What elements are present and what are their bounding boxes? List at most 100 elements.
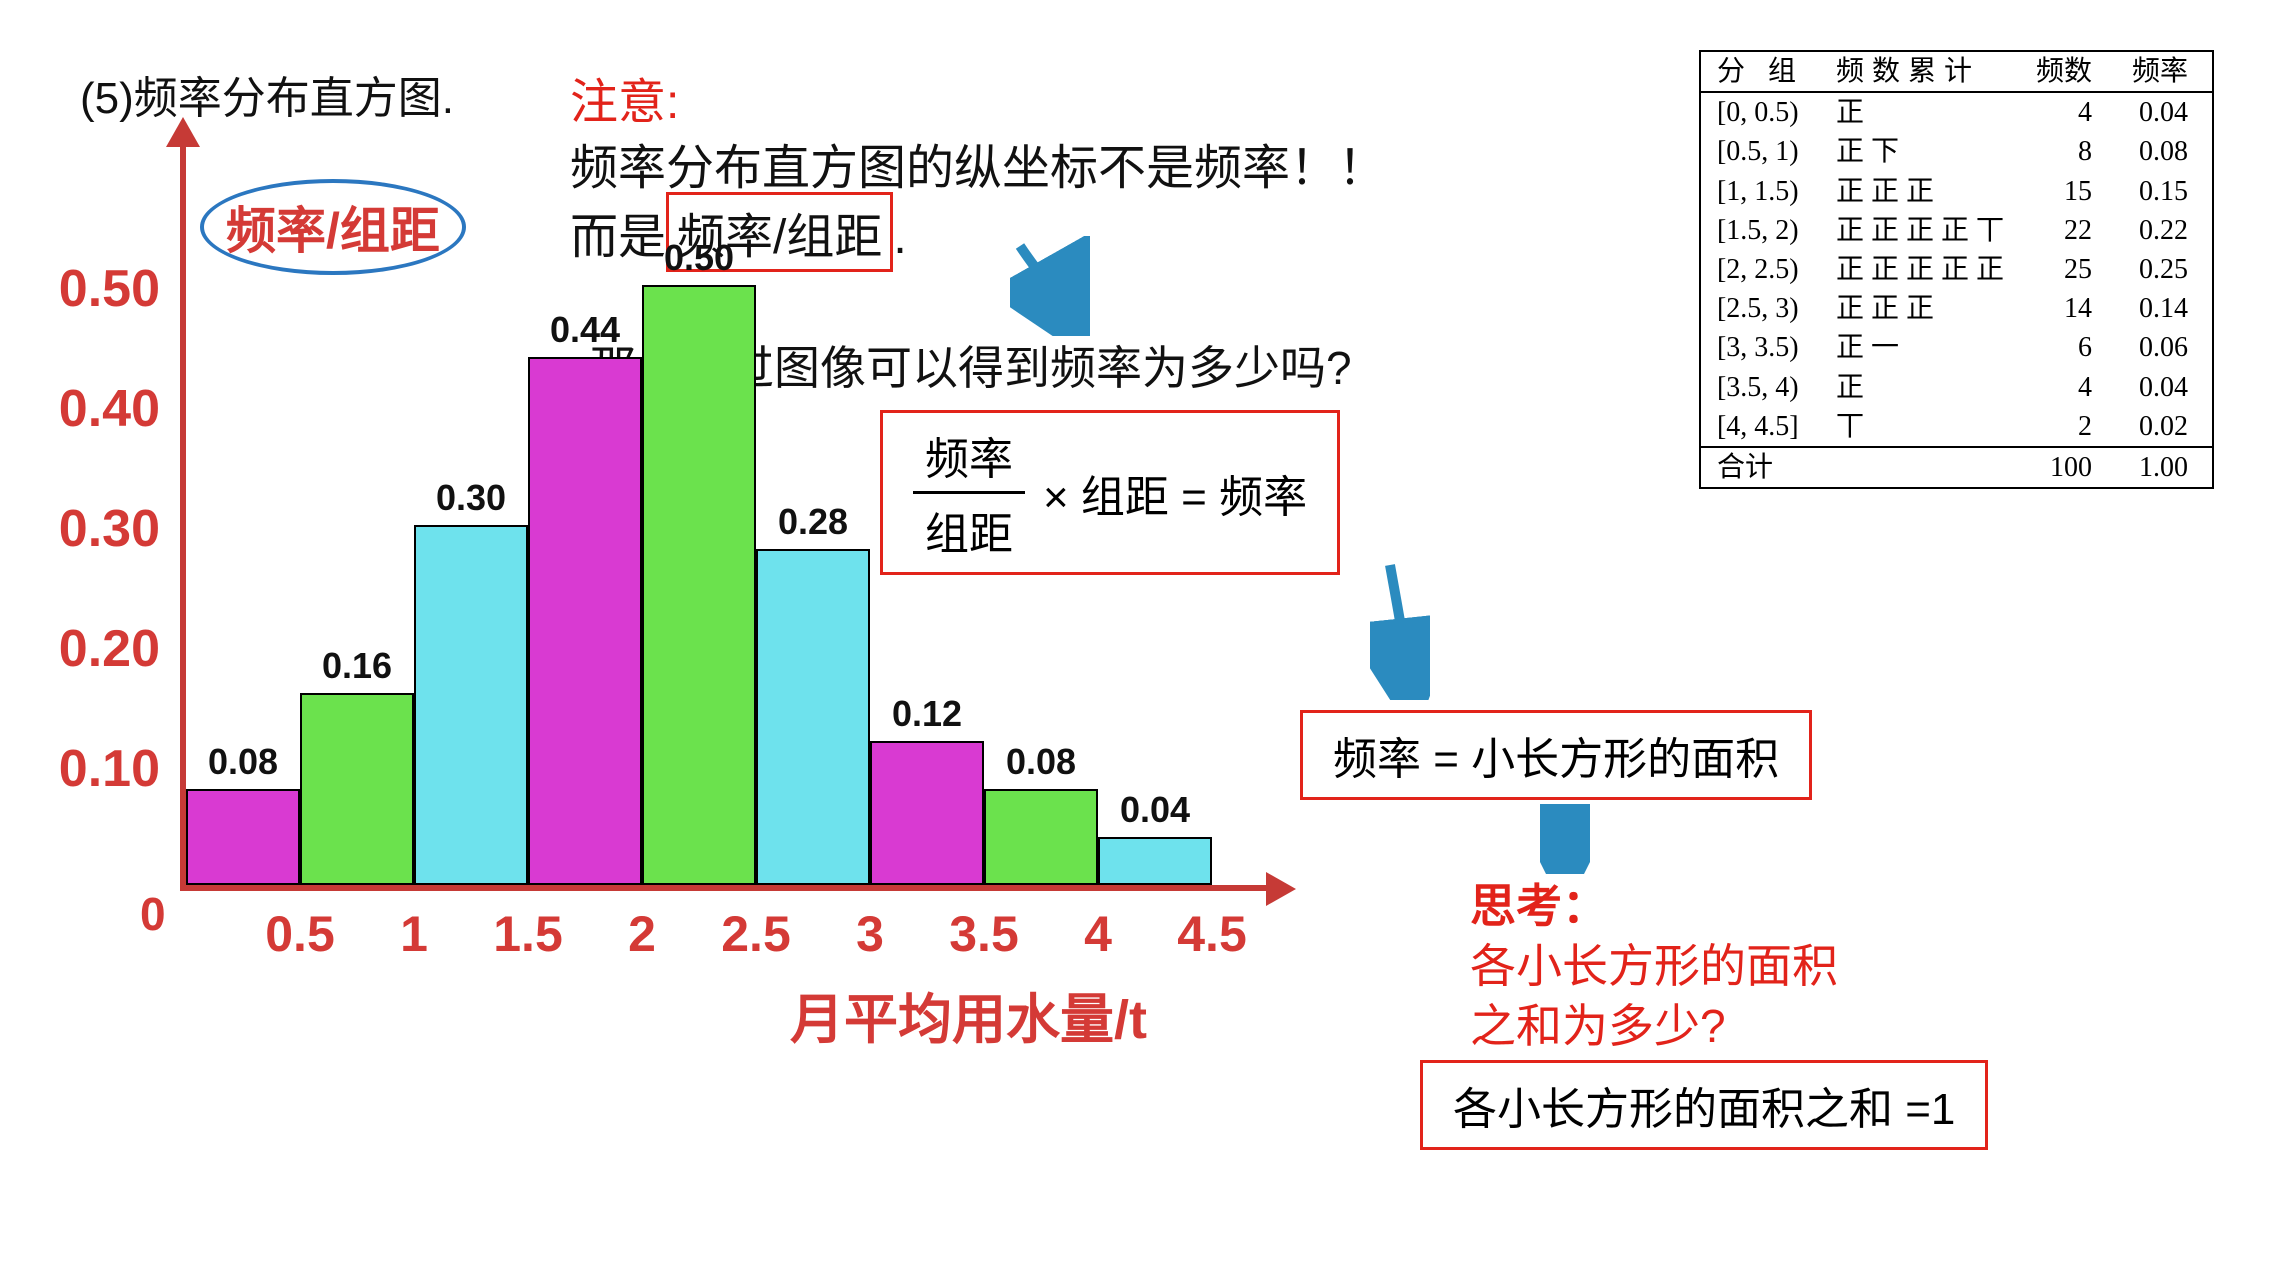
histogram-bar <box>870 741 984 885</box>
histogram-bar <box>1098 837 1212 885</box>
table-cell: 0.14 <box>2116 289 2212 328</box>
x-tick-label: 1.5 <box>493 905 563 963</box>
table-cell: 正 <box>1820 92 2020 132</box>
table-cell: 正 下 <box>1820 132 2020 171</box>
table-cell: 0.04 <box>2116 92 2212 132</box>
x-tick-label: 3.5 <box>949 905 1019 963</box>
table-cell: 1.00 <box>2116 447 2212 487</box>
bar-value-label: 0.04 <box>1095 789 1215 831</box>
y-tick-label: 0.30 <box>40 499 160 559</box>
table-cell: 正 正 正 <box>1820 289 2020 328</box>
table-cell: [2, 2.5) <box>1701 250 1820 289</box>
think-line2: 之和为多少? <box>1470 990 1726 1056</box>
think-heading: 思考： <box>1470 870 1608 936</box>
table-cell: 0.15 <box>2116 172 2212 211</box>
table-cell <box>1820 447 2020 487</box>
table-row: [2.5, 3)正 正 正140.14 <box>1701 289 2212 328</box>
y-tick-label: 0.10 <box>40 739 160 799</box>
table-cell: 0.04 <box>2116 368 2212 407</box>
y-tick-label: 0.50 <box>40 259 160 319</box>
table-cell: 正 <box>1820 368 2020 407</box>
histogram-chart: 频率/组距 0 0.100.200.300.400.50 0.080.160.3… <box>30 165 1280 1165</box>
x-tick-label: 4 <box>1084 905 1112 963</box>
histogram-bar <box>642 285 756 885</box>
table-row: [4, 4.5]丅20.02 <box>1701 407 2212 447</box>
table-cell: [2.5, 3) <box>1701 289 1820 328</box>
table-header: 分 组 <box>1701 52 1820 92</box>
bar-value-label: 0.08 <box>981 741 1101 783</box>
table-cell: 4 <box>2020 92 2116 132</box>
table-cell: 8 <box>2020 132 2116 171</box>
bar-value-label: 0.08 <box>183 741 303 783</box>
arrow-icon <box>1370 560 1430 700</box>
note-heading: 注意: <box>570 62 679 132</box>
formula2-text: 频率 = 小长方形的面积 <box>1333 723 1779 787</box>
table-row: [0, 0.5)正40.04 <box>1701 92 2212 132</box>
x-axis-arrow-icon <box>1266 872 1296 906</box>
bar-value-label: 0.28 <box>753 501 873 543</box>
bar-value-label: 0.16 <box>297 645 417 687</box>
table-cell: [3, 3.5) <box>1701 328 1820 367</box>
histogram-bar <box>300 693 414 885</box>
frequency-table: 分 组频数累计频数频率 [0, 0.5)正40.04[0.5, 1)正 下80.… <box>1699 50 2214 489</box>
bar-value-label: 0.50 <box>639 237 759 279</box>
table-cell: [0.5, 1) <box>1701 132 1820 171</box>
table-cell: 丅 <box>1820 407 2020 447</box>
table-row: [1.5, 2)正 正 正 正 丅220.22 <box>1701 211 2212 250</box>
table-cell: 22 <box>2020 211 2116 250</box>
bar-value-label: 0.30 <box>411 477 531 519</box>
table-header: 频数 <box>2020 52 2116 92</box>
table-cell: [1.5, 2) <box>1701 211 1820 250</box>
answer-box: 各小长方形的面积之和 =1 <box>1420 1060 1988 1150</box>
think-line1: 各小长方形的面积 <box>1470 930 1838 996</box>
histogram-bar <box>414 525 528 885</box>
x-tick-label: 2.5 <box>721 905 791 963</box>
table-row: [1, 1.5)正 正 正150.15 <box>1701 172 2212 211</box>
table-cell: 2 <box>2020 407 2116 447</box>
bar-value-label: 0.44 <box>525 309 645 351</box>
bars-container: 0.08 0.16 0.30 0.44 0.50 0.28 0.12 0.08 0.04 <box>186 165 1236 885</box>
table-cell: 0.06 <box>2116 328 2212 367</box>
table-cell: 4 <box>2020 368 2116 407</box>
histogram-bar <box>756 549 870 885</box>
table-row: [0.5, 1)正 下80.08 <box>1701 132 2212 171</box>
table-cell: 正 正 正 正 丅 <box>1820 211 2020 250</box>
table-cell: 25 <box>2020 250 2116 289</box>
x-tick-label: 3 <box>856 905 884 963</box>
origin-zero: 0 <box>140 887 166 941</box>
histogram-bar <box>186 789 300 885</box>
histogram-bar <box>984 789 1098 885</box>
table-cell: 14 <box>2020 289 2116 328</box>
x-tick-label: 0.5 <box>265 905 335 963</box>
table-cell: 0.22 <box>2116 211 2212 250</box>
answer-text: 各小长方形的面积之和 =1 <box>1453 1073 1955 1137</box>
table-cell: 0.25 <box>2116 250 2212 289</box>
table-cell: [3.5, 4) <box>1701 368 1820 407</box>
x-axis-line <box>180 885 1270 891</box>
table-header: 频率 <box>2116 52 2212 92</box>
table-cell: 正 一 <box>1820 328 2020 367</box>
table-header: 频数累计 <box>1820 52 2020 92</box>
table-cell: 0.02 <box>2116 407 2212 447</box>
table-row: [2, 2.5)正 正 正 正 正250.25 <box>1701 250 2212 289</box>
x-tick-label: 4.5 <box>1177 905 1247 963</box>
table-cell: 0.08 <box>2116 132 2212 171</box>
table-cell: 正 正 正 <box>1820 172 2020 211</box>
x-axis-label: 月平均用水量/t <box>790 975 1147 1054</box>
table-row: [3.5, 4)正40.04 <box>1701 368 2212 407</box>
table-cell: 合计 <box>1701 447 1820 487</box>
table-total-row: 合计 1001.00 <box>1701 447 2212 487</box>
table-cell: [4, 4.5] <box>1701 407 1820 447</box>
formula-box-2: 频率 = 小长方形的面积 <box>1300 710 1812 800</box>
y-tick-label: 0.20 <box>40 619 160 679</box>
bar-value-label: 0.12 <box>867 693 987 735</box>
x-tick-label: 1 <box>400 905 428 963</box>
table-cell: [1, 1.5) <box>1701 172 1820 211</box>
table-cell: 100 <box>2020 447 2116 487</box>
x-tick-label: 2 <box>628 905 656 963</box>
arrow-icon <box>1540 804 1590 874</box>
table-row: [3, 3.5)正 一60.06 <box>1701 328 2212 367</box>
table-cell: [0, 0.5) <box>1701 92 1820 132</box>
section-title: (5)频率分布直方图. <box>80 62 454 126</box>
y-tick-label: 0.40 <box>40 379 160 439</box>
